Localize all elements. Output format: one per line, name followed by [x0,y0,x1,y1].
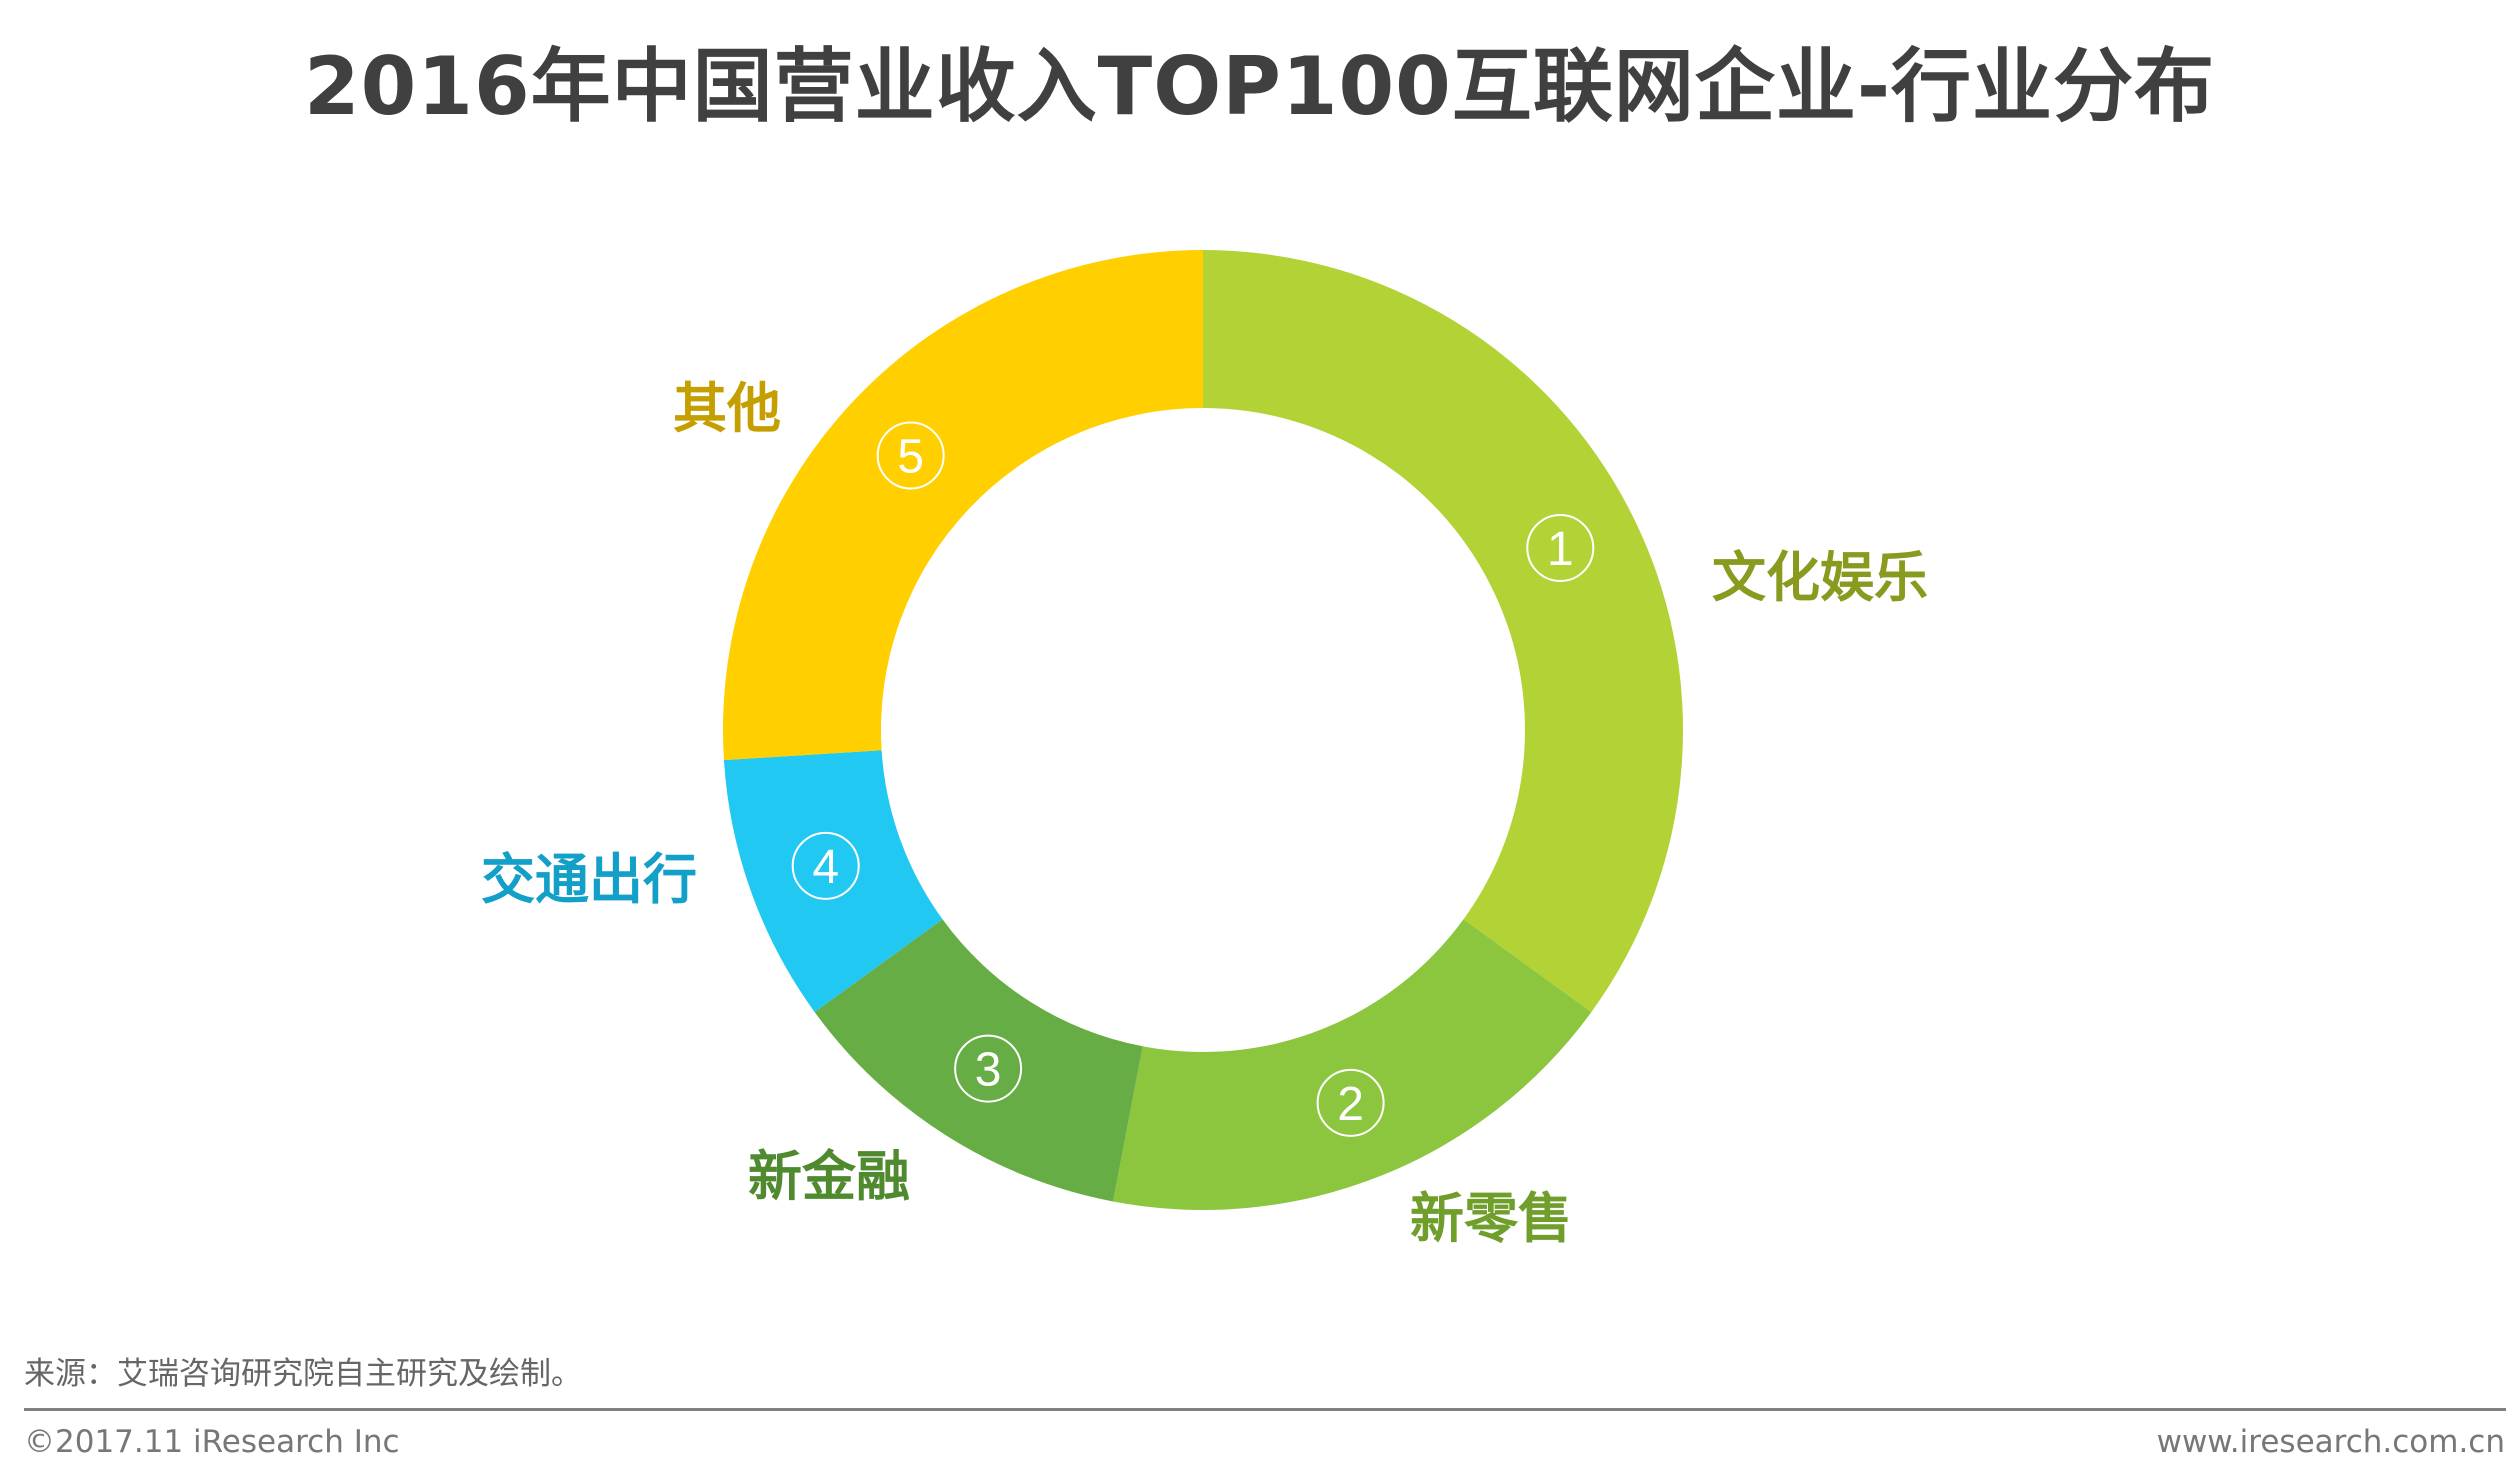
marker-circle [954,1034,1023,1103]
marker-number: 3 [975,1044,1002,1097]
donut-segment-3 [814,919,1143,1202]
segment-marker-5: 5 [876,421,945,490]
marker-circle [1316,1068,1385,1137]
marker-circle [876,421,945,490]
donut-segment-5 [723,250,1203,761]
donut-segment-2 [1113,919,1592,1210]
marker-circle [791,831,860,900]
marker-number: 5 [897,430,924,483]
category-label: 文化娱乐 [1712,546,1928,609]
donut-segment-1 [1203,250,1684,1013]
website: www.iresearch.com.cn [2156,1424,2505,1460]
source-note: 来源：艾瑞咨询研究院自主研究及绘制。 [24,1356,582,1392]
chart-title: 2016年中国营业收入TOP100互联网企业-行业分布 [303,40,2216,133]
marker-circle [1526,513,1595,582]
marker-number: 2 [1337,1078,1364,1131]
marker-number: 1 [1547,523,1574,576]
category-label: 新零售 [1410,1187,1572,1250]
category-label: 新金融 [748,1145,910,1208]
category-label: 其他 [673,377,781,440]
category-label: 交通出行 [481,848,697,911]
segment-marker-2: 2 [1316,1068,1385,1137]
segment-marker-4: 4 [791,831,860,900]
footer-divider [24,1408,2506,1411]
marker-number: 4 [812,841,839,894]
segment-marker-3: 3 [954,1034,1023,1103]
copyright: ©2017.11 iResearch Inc [24,1424,400,1460]
segment-marker-1: 1 [1526,513,1595,582]
donut-segment-4 [723,750,943,1013]
